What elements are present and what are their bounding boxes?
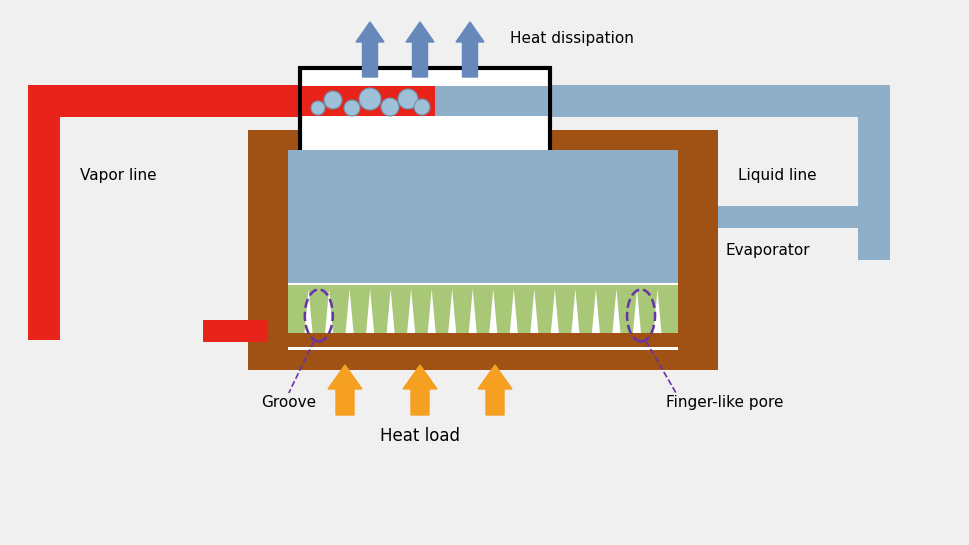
FancyArrow shape xyxy=(30,153,58,205)
Polygon shape xyxy=(427,289,435,333)
Bar xyxy=(250,320,267,342)
FancyArrow shape xyxy=(328,365,361,415)
Bar xyxy=(299,68,549,153)
Bar xyxy=(858,206,890,260)
Polygon shape xyxy=(407,289,415,333)
Circle shape xyxy=(311,101,325,115)
FancyArrow shape xyxy=(745,207,766,227)
Polygon shape xyxy=(325,289,332,333)
Text: Bionic wick: Bionic wick xyxy=(440,304,525,318)
Bar xyxy=(248,130,717,370)
Bar xyxy=(717,206,775,228)
Text: Evaporator: Evaporator xyxy=(725,243,810,257)
Polygon shape xyxy=(530,289,538,333)
Bar xyxy=(717,206,890,228)
Polygon shape xyxy=(468,289,476,333)
Polygon shape xyxy=(571,289,578,333)
Bar xyxy=(434,86,547,116)
Bar xyxy=(301,86,437,116)
Polygon shape xyxy=(550,289,558,333)
Bar xyxy=(267,285,288,350)
Text: Groove: Groove xyxy=(261,395,316,410)
Bar xyxy=(288,285,677,347)
Polygon shape xyxy=(488,289,497,333)
Circle shape xyxy=(381,98,398,116)
Bar xyxy=(203,320,267,342)
Circle shape xyxy=(397,89,418,109)
Text: Heat dissipation: Heat dissipation xyxy=(510,31,633,45)
Polygon shape xyxy=(448,289,455,333)
Bar xyxy=(28,85,459,117)
Polygon shape xyxy=(387,289,394,333)
Polygon shape xyxy=(591,289,599,333)
Polygon shape xyxy=(304,289,312,333)
FancyArrow shape xyxy=(402,365,437,415)
Circle shape xyxy=(344,100,359,116)
Polygon shape xyxy=(633,289,641,333)
Bar xyxy=(858,85,890,260)
Bar xyxy=(677,285,698,350)
Polygon shape xyxy=(510,289,517,333)
FancyArrow shape xyxy=(406,22,433,77)
Text: Vapor line: Vapor line xyxy=(79,167,156,183)
Polygon shape xyxy=(611,289,620,333)
Circle shape xyxy=(414,99,429,115)
Bar xyxy=(288,150,677,350)
Circle shape xyxy=(324,91,342,109)
Bar xyxy=(288,150,677,283)
Bar xyxy=(450,85,890,117)
Text: Finger-like pore: Finger-like pore xyxy=(666,395,783,410)
Polygon shape xyxy=(365,289,374,333)
FancyArrow shape xyxy=(356,22,384,77)
Bar xyxy=(288,333,677,347)
FancyArrow shape xyxy=(455,22,484,77)
Polygon shape xyxy=(345,289,354,333)
FancyArrow shape xyxy=(206,321,229,341)
Polygon shape xyxy=(653,289,661,333)
Bar xyxy=(28,85,60,340)
Circle shape xyxy=(359,88,381,110)
Text: Liquid line: Liquid line xyxy=(737,167,816,183)
Text: Compensation chamber: Compensation chamber xyxy=(391,209,574,224)
FancyArrow shape xyxy=(478,365,512,415)
Text: Heat load: Heat load xyxy=(380,427,459,445)
FancyArrow shape xyxy=(860,197,887,249)
Text: Condenser: Condenser xyxy=(384,157,466,172)
